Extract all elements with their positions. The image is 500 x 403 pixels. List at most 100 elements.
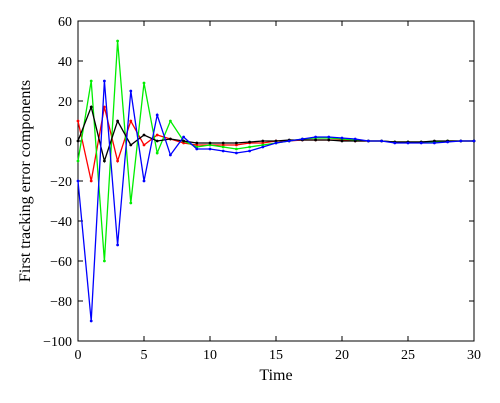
data-point [195, 143, 199, 147]
data-point [208, 141, 212, 145]
data-point [155, 139, 159, 143]
data-point [208, 143, 212, 147]
data-point [76, 139, 80, 143]
data-point [129, 201, 133, 205]
data-point [89, 105, 93, 109]
data-point [182, 135, 186, 139]
y-tick-label: −40 [50, 215, 72, 230]
data-point [433, 141, 436, 145]
y-tick-label: 20 [58, 95, 72, 110]
data-point [393, 141, 397, 145]
data-point [261, 141, 265, 145]
data-point [116, 159, 119, 163]
y-tick-label: 0 [65, 135, 72, 150]
data-point [103, 105, 106, 109]
data-point [261, 145, 265, 149]
data-point [314, 135, 317, 139]
data-point [353, 139, 357, 143]
x-tick-label: 25 [401, 348, 415, 363]
data-point [169, 119, 172, 123]
x-tick-label: 0 [75, 348, 82, 363]
x-tick-label: 15 [269, 348, 283, 363]
data-point [195, 147, 199, 151]
data-point [235, 147, 238, 151]
data-point [142, 133, 146, 137]
y-tick-label: 40 [58, 55, 72, 70]
data-point [129, 119, 133, 123]
data-point [261, 139, 265, 143]
x-tick-label: 5 [141, 348, 148, 363]
data-point [235, 143, 238, 147]
data-point [221, 143, 225, 147]
y-tick-label: −100 [43, 335, 72, 350]
data-point [142, 81, 146, 85]
data-point [301, 137, 304, 141]
data-point [433, 139, 436, 143]
data-point [89, 179, 93, 183]
data-point [182, 141, 186, 145]
data-point [248, 149, 252, 153]
data-point [287, 139, 291, 143]
x-tick-label: 20 [335, 348, 349, 363]
data-point [327, 138, 331, 142]
data-point [142, 179, 146, 183]
x-axis-title: Time [259, 367, 292, 384]
data-point [89, 319, 93, 323]
data-point [274, 139, 278, 143]
series-group [76, 39, 476, 323]
data-point [142, 143, 146, 147]
data-point [314, 138, 317, 142]
data-point [340, 136, 344, 140]
data-point [327, 135, 331, 139]
data-point [221, 145, 225, 149]
data-point [155, 133, 159, 137]
data-point [367, 139, 370, 143]
data-point [235, 151, 238, 155]
data-point [116, 39, 119, 43]
data-point [221, 149, 225, 153]
y-axis-title: First tracking error components [17, 80, 34, 282]
data-point [116, 243, 119, 247]
data-point [208, 147, 212, 151]
data-point [169, 153, 172, 157]
data-point [406, 141, 410, 145]
data-point [340, 139, 344, 143]
y-tick-label: −60 [50, 255, 72, 270]
data-point [76, 159, 80, 163]
data-point [459, 139, 463, 143]
axis-tick-labels: 0 5 10 15 20 25 30 −100 −80 −60 −40 −20 0 20 40 60 [43, 15, 481, 363]
data-point [76, 119, 80, 123]
data-point [380, 139, 383, 143]
data-point [472, 139, 476, 143]
data-point [195, 141, 199, 145]
data-point [155, 113, 159, 117]
data-point [446, 140, 449, 144]
data-point [103, 79, 106, 83]
data-point [353, 137, 357, 141]
data-point [76, 179, 80, 183]
x-tick-label: 10 [203, 348, 217, 363]
data-point [129, 89, 133, 93]
data-point [129, 143, 133, 147]
data-point [155, 151, 159, 155]
data-point [248, 145, 252, 149]
data-point [221, 141, 225, 145]
y-tick-label: −80 [50, 295, 72, 310]
data-point [419, 141, 423, 145]
data-point [274, 141, 278, 145]
y-tick-label: −20 [50, 175, 72, 190]
data-point [235, 141, 238, 145]
x-tick-label: 30 [467, 348, 481, 363]
data-point [116, 119, 119, 123]
y-tick-label: 60 [58, 15, 72, 30]
data-point [248, 140, 252, 144]
data-point [182, 139, 186, 143]
data-point [89, 79, 93, 83]
plot-frame [77, 20, 475, 342]
data-point [169, 137, 172, 141]
data-point [261, 143, 265, 147]
data-point [103, 159, 106, 163]
data-point [103, 259, 106, 263]
axis-ticks [77, 20, 475, 342]
